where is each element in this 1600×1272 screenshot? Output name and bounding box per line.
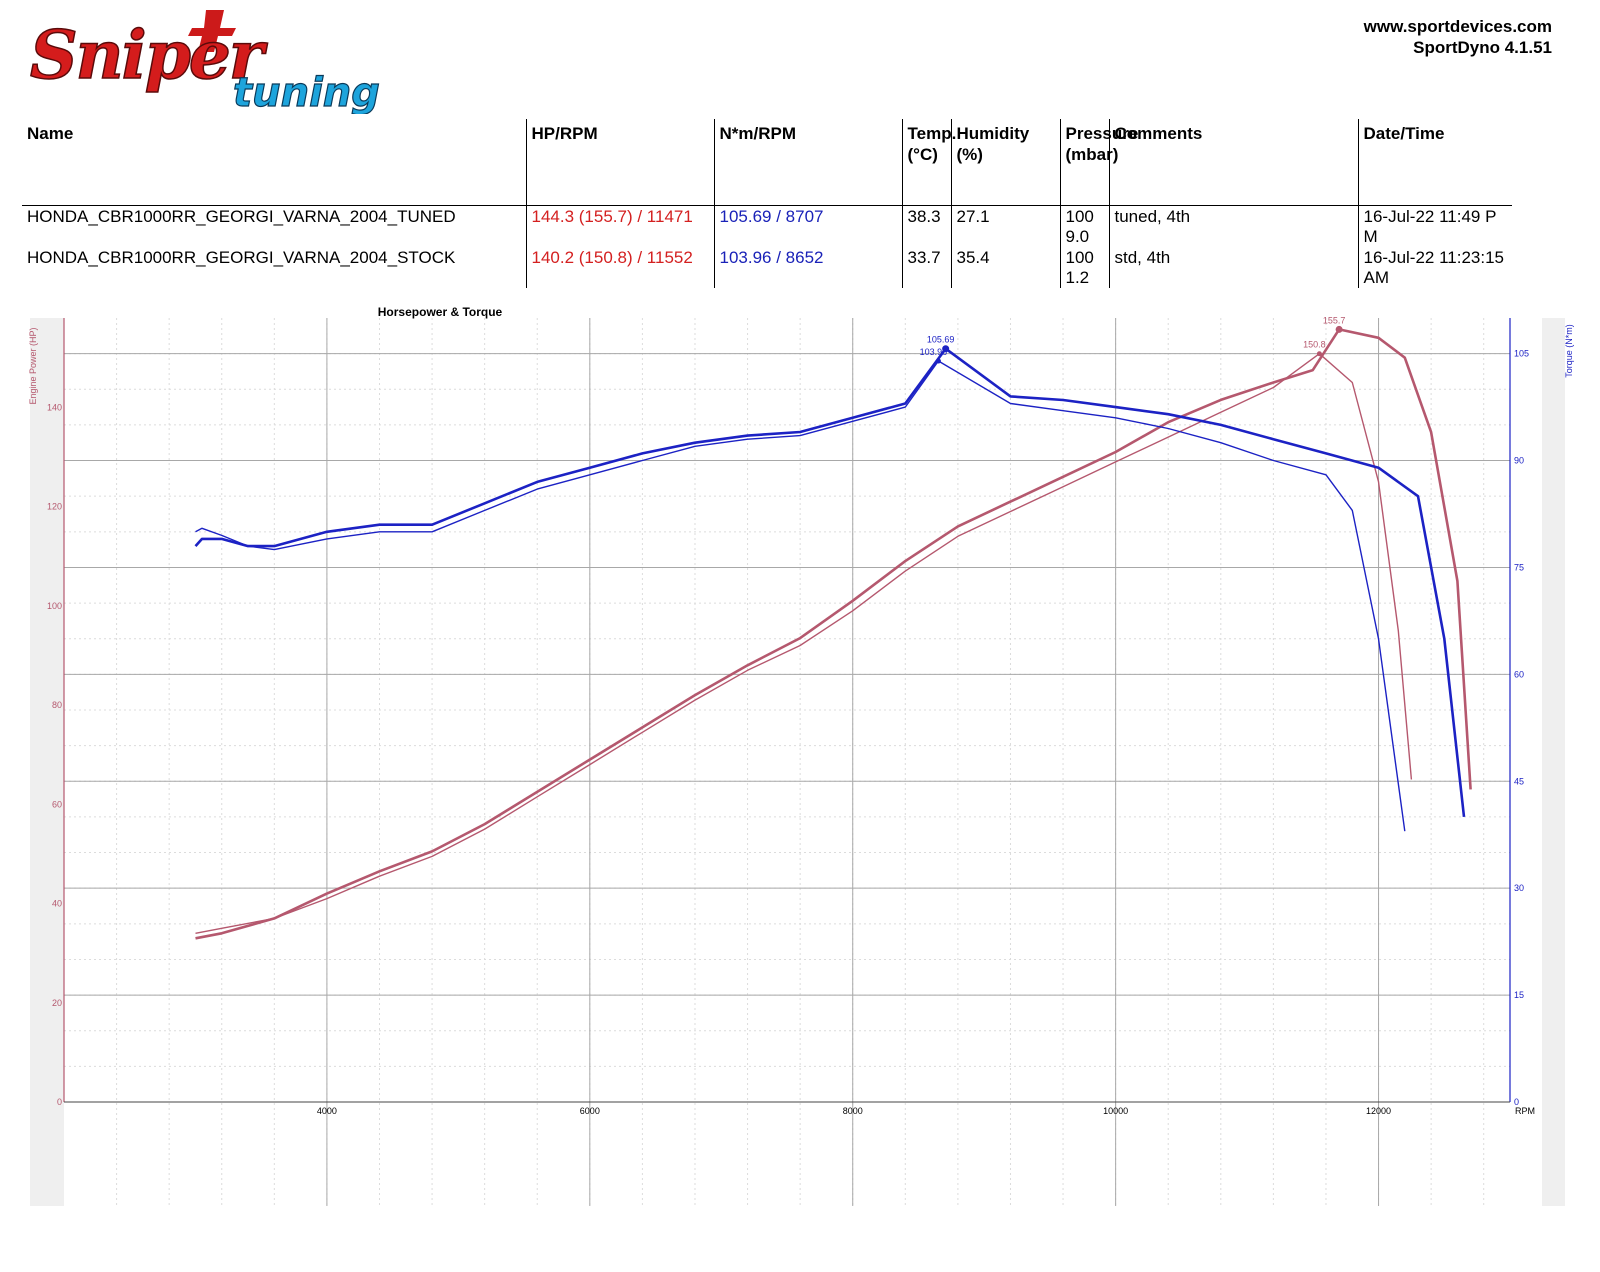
y-left-tick-label: 0 [57,1097,62,1107]
y-right-tick-label: 105 [1514,349,1529,359]
website-link[interactable]: www.sportdevices.com [1363,17,1552,36]
runs-table: Name HP/RPM N*m/RPM Temp. (°C) Humidity … [22,119,1512,288]
col-nm: N*m/RPM [713,119,902,206]
y-right-tick-label: 45 [1514,776,1524,786]
x-tick-label: 6000 [580,1106,600,1116]
logo-emblem [188,10,236,52]
logo-text-tuning: tuning [233,70,380,114]
x-axis-label: RPM [1515,1106,1535,1116]
y-right-tick-label: 15 [1514,990,1524,1000]
col-comments: Comments [1108,119,1358,206]
run-torque: 105.69 / 8707 [713,205,902,247]
y-right-tick-label: 0 [1514,1097,1519,1107]
software-version: SportDyno 4.1.51 [1413,38,1552,57]
y-left-tick-label: 40 [52,899,62,909]
y-axis-left-label: Engine Power (HP) [28,327,38,404]
col-temp: Temp. (°C) [901,119,956,206]
col-datetime: Date/Time [1357,119,1512,206]
y-left-tick-label: 20 [52,998,62,1008]
x-tick-label: 12000 [1366,1106,1391,1116]
torque-curve-bold [194,347,1466,818]
y-left-tick-label: 80 [52,700,62,710]
torque-curve-thin [195,360,1406,832]
dyno-chart: 4000 6000 8000 10000 12000 0 20 40 60 80 100 120 140… [28,305,1574,1206]
col-name: Name [22,119,526,206]
hp-curve-bold [195,328,1472,940]
y-left-tick-label: 100 [47,601,62,611]
y-left-tick-label: 140 [47,402,62,412]
table-row[interactable]: HONDA_CBR1000RR_GEORGI_VARNA_2004_STOCK … [22,247,1512,288]
col-pressure: Pressure (mbar) [1059,119,1138,206]
hp-curve-thin [195,353,1413,934]
run-pressure: 1001.2 [1059,247,1109,288]
y-right-tick-label: 75 [1514,562,1524,572]
peak-label: 105.69 [927,335,955,345]
run-comments: std, 4th [1108,247,1358,288]
run-humidity: 35.4 [950,247,1060,288]
y-right-tick-label: 60 [1514,669,1524,679]
table-header-row: Name HP/RPM N*m/RPM Temp. (°C) Humidity … [22,119,1512,206]
y-right-tick-label: 90 [1514,456,1524,466]
x-tick-label: 10000 [1103,1106,1128,1116]
col-hp: HP/RPM [525,119,714,206]
run-pressure: 1009.0 [1059,205,1109,247]
run-hp: 144.3 (155.7) / 11471 [525,205,714,247]
x-tick-label: 8000 [843,1106,863,1116]
y-left-tick-label: 60 [52,799,62,809]
y-axis-right-label: Torque (N*m) [1564,324,1574,378]
peak-label: 150.8 [1303,340,1326,350]
peak-marker [1335,325,1343,333]
y-left-tick-label: 120 [47,502,62,512]
peak-marker [935,358,941,364]
run-hp: 140.2 (150.8) / 11552 [525,247,714,288]
logo-text-sniper: Sniper [30,16,268,94]
table-row[interactable]: HONDA_CBR1000RR_GEORGI_VARNA_2004_TUNED … [22,205,1512,247]
peak-label: 103.96 [920,347,948,357]
peak-marker [1316,351,1322,357]
chart-title: Horsepower & Torque [378,305,503,319]
run-torque: 103.96 / 8652 [713,247,902,288]
col-humidity: Humidity (%) [950,119,1060,206]
run-temp: 38.3 [901,205,951,247]
peak-label: 155.7 [1323,315,1346,325]
peak-marker [942,345,950,353]
y-right-tick-label: 30 [1514,883,1524,893]
run-name: HONDA_CBR1000RR_GEORGI_VARNA_2004_STOCK [27,248,456,267]
run-datetime: 16-Jul-22 11:23:15 AM [1357,247,1512,288]
run-comments: tuned, 4th [1108,205,1358,247]
run-name: HONDA_CBR1000RR_GEORGI_VARNA_2004_TUNED [27,207,456,226]
site-info: www.sportdevices.com SportDyno 4.1.51 [1364,16,1552,58]
sniper-tuning-logo: Sniper tuning [29,10,381,114]
run-datetime: 16-Jul-22 11:49 PM [1357,205,1512,247]
x-tick-label: 4000 [317,1106,337,1116]
run-temp: 33.7 [901,247,951,288]
run-humidity: 27.1 [950,205,1060,247]
